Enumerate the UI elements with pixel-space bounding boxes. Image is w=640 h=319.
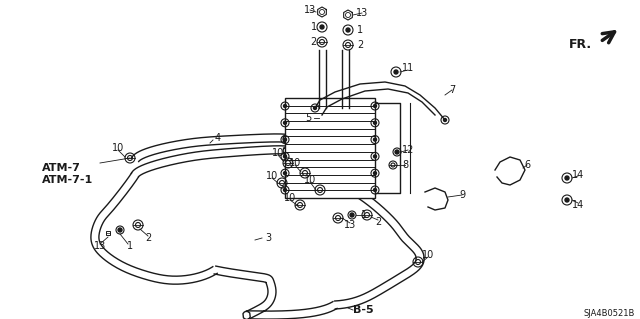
Text: 4: 4	[215, 133, 221, 143]
Text: 11: 11	[402, 63, 414, 73]
Circle shape	[374, 121, 376, 124]
Text: 9: 9	[459, 190, 465, 200]
Text: 1: 1	[357, 25, 363, 35]
Text: 10: 10	[284, 193, 296, 203]
Circle shape	[565, 198, 569, 202]
Text: 3: 3	[265, 233, 271, 243]
Text: 13: 13	[94, 241, 106, 251]
Polygon shape	[344, 10, 353, 20]
Polygon shape	[317, 7, 326, 17]
Circle shape	[395, 150, 399, 154]
Circle shape	[314, 107, 317, 109]
Circle shape	[374, 189, 376, 191]
Text: 10: 10	[272, 148, 284, 158]
Text: B-5: B-5	[353, 305, 374, 315]
Text: 1: 1	[127, 241, 133, 251]
Text: 2: 2	[357, 40, 363, 50]
Text: 10: 10	[266, 171, 278, 181]
Text: 2: 2	[145, 233, 151, 243]
Text: 10: 10	[112, 143, 124, 153]
Text: 13: 13	[344, 220, 356, 230]
Text: 12: 12	[402, 145, 414, 155]
Text: SJA4B0521B: SJA4B0521B	[584, 308, 635, 317]
Text: ATM-7: ATM-7	[42, 163, 81, 173]
Circle shape	[350, 213, 354, 217]
Text: 10: 10	[289, 158, 301, 168]
Text: 14: 14	[572, 170, 584, 180]
Circle shape	[444, 118, 447, 122]
Circle shape	[394, 70, 398, 74]
Text: 7: 7	[449, 85, 455, 95]
Circle shape	[374, 105, 376, 108]
Text: 10: 10	[422, 250, 434, 260]
Bar	[285, 98, 375, 198]
Circle shape	[346, 28, 350, 32]
Circle shape	[284, 172, 287, 175]
Circle shape	[565, 176, 569, 180]
Text: 5: 5	[305, 113, 311, 123]
Circle shape	[320, 25, 324, 29]
Text: FR.: FR.	[569, 39, 592, 51]
Text: 14: 14	[572, 200, 584, 210]
Circle shape	[374, 155, 376, 158]
Text: ATM-7-1: ATM-7-1	[42, 175, 93, 185]
Text: 1: 1	[311, 22, 317, 32]
Text: 13: 13	[356, 8, 368, 18]
Text: 8: 8	[402, 160, 408, 170]
Circle shape	[284, 155, 287, 158]
Circle shape	[284, 105, 287, 108]
Text: 1: 1	[361, 210, 367, 220]
Text: 10: 10	[304, 175, 316, 185]
Circle shape	[374, 172, 376, 175]
Text: 2: 2	[310, 37, 316, 47]
Circle shape	[118, 228, 122, 232]
Text: 2: 2	[375, 217, 381, 227]
Circle shape	[374, 138, 376, 141]
Text: 13: 13	[304, 5, 316, 15]
Circle shape	[284, 121, 287, 124]
Bar	[106, 231, 110, 235]
Circle shape	[284, 189, 287, 191]
Circle shape	[284, 138, 287, 141]
Text: 6: 6	[524, 160, 530, 170]
